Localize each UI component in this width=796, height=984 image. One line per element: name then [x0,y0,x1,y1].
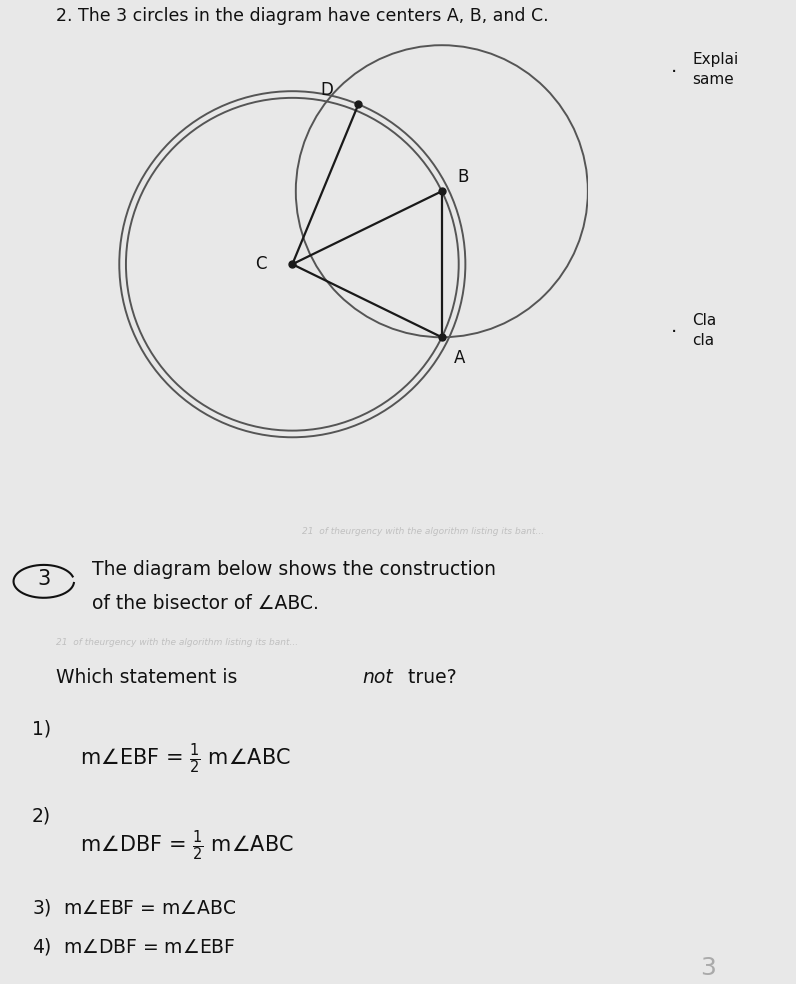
Text: 2. The 3 circles in the diagram have centers A, B, and C.: 2. The 3 circles in the diagram have cen… [56,7,548,25]
Text: 2): 2) [32,807,51,826]
Text: not: not [362,668,393,687]
Text: m$\angle$EBF = $\frac{1}{2}$ m$\angle$ABC: m$\angle$EBF = $\frac{1}{2}$ m$\angle$AB… [80,742,291,776]
Text: B: B [457,168,468,186]
Text: D: D [321,82,334,99]
Text: Explai
same: Explai same [693,52,739,87]
Text: 1): 1) [32,720,51,739]
Text: of the bisector of ∠ABC.: of the bisector of ∠ABC. [92,594,318,613]
Text: ·: · [670,324,677,342]
Text: A: A [454,349,465,367]
Text: C: C [256,255,267,274]
Text: 21  of theurgency with the algorithm listing its bant...: 21 of theurgency with the algorithm list… [56,638,298,646]
Text: Which statement is: Which statement is [56,668,243,687]
Text: The diagram below shows the construction: The diagram below shows the construction [92,560,496,579]
Text: 3)  m$\angle$EBF = m$\angle$ABC: 3) m$\angle$EBF = m$\angle$ABC [32,897,236,918]
Text: m$\angle$DBF = $\frac{1}{2}$ m$\angle$ABC: m$\angle$DBF = $\frac{1}{2}$ m$\angle$AB… [80,829,294,863]
Text: 3: 3 [37,569,50,589]
Text: true?: true? [402,668,457,687]
Text: 3: 3 [700,955,716,980]
Text: ·: · [670,63,677,82]
Text: 4)  m$\angle$DBF = m$\angle$EBF: 4) m$\angle$DBF = m$\angle$EBF [32,937,236,957]
Text: 21  of theurgency with the algorithm listing its bant...: 21 of theurgency with the algorithm list… [302,527,544,536]
Text: Cla
cla: Cla cla [693,313,716,347]
